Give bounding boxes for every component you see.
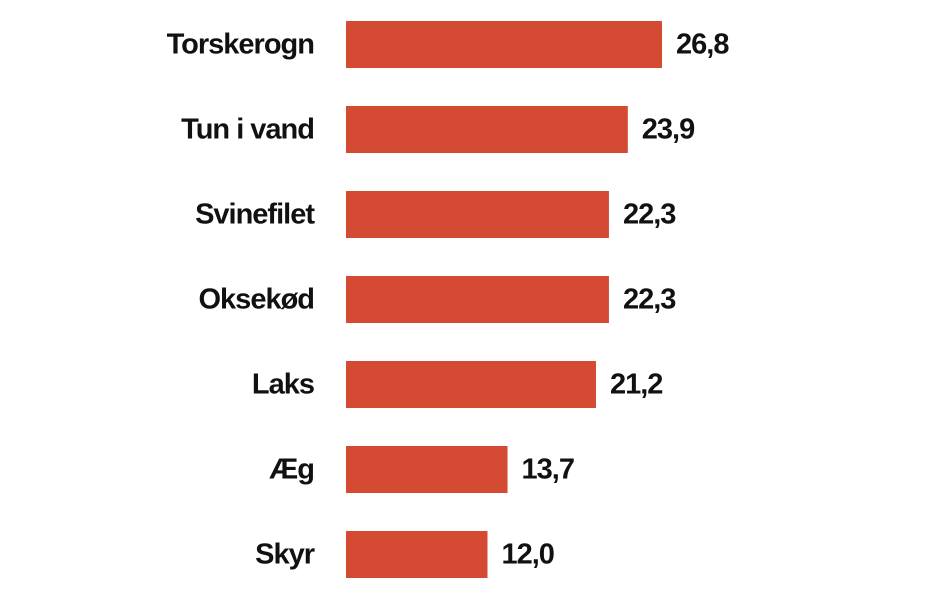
category-label: Tun i vand <box>181 114 314 146</box>
bar <box>346 106 628 153</box>
category-label: Oksekød <box>199 284 315 316</box>
bar <box>346 446 508 493</box>
bar-row: Oksekød 22,3 <box>199 276 677 323</box>
bar-row: Skyr 12,0 <box>255 531 555 578</box>
bar-row: Æg 13,7 <box>269 446 575 493</box>
bar <box>346 191 609 238</box>
value-label: 12,0 <box>501 539 553 571</box>
category-label: Skyr <box>255 539 315 571</box>
value-label: 21,2 <box>610 369 662 401</box>
value-label: 13,7 <box>522 454 574 486</box>
category-label: Svinefilet <box>195 199 315 231</box>
value-label: 26,8 <box>676 29 729 61</box>
category-label: Torskerogn <box>167 29 314 61</box>
bar-row: Torskerogn 26,8 <box>167 21 730 68</box>
bar <box>346 361 596 408</box>
value-label: 23,9 <box>642 114 695 146</box>
bar <box>346 276 609 323</box>
bar-row: Svinefilet 22,3 <box>195 191 677 238</box>
bar-row: Laks 21,2 <box>252 361 663 408</box>
bar-row: Tun i vand 23,9 <box>181 106 696 153</box>
value-label: 22,3 <box>623 199 676 231</box>
bar <box>346 21 662 68</box>
value-label: 22,3 <box>623 284 676 316</box>
category-label: Laks <box>252 369 314 401</box>
bar <box>346 531 488 578</box>
category-label: Æg <box>269 454 314 486</box>
